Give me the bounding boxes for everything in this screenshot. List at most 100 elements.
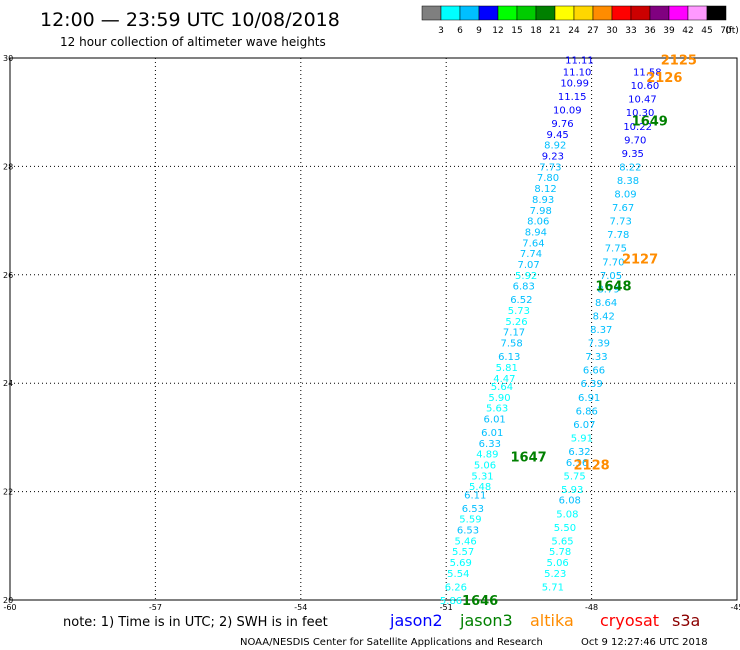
colorbar-label: 39 bbox=[663, 26, 675, 36]
wave-height-label: 6.52 bbox=[510, 295, 532, 306]
wave-height-label: 5.86 bbox=[440, 596, 462, 607]
wave-height-label: 7.74 bbox=[520, 249, 542, 260]
colorbar-label: 24 bbox=[568, 26, 580, 36]
wave-height-label: 9.76 bbox=[551, 119, 573, 130]
colorbar-label: 45 bbox=[701, 26, 712, 36]
chart-subtitle: 12 hour collection of altimeter wave hei… bbox=[60, 35, 326, 49]
wave-height-label: 7.78 bbox=[607, 230, 629, 241]
wave-height-label: 7.73 bbox=[610, 217, 632, 228]
pass-number-label: 1647 bbox=[510, 450, 546, 465]
wave-height-label: 10.99 bbox=[560, 78, 589, 89]
wave-height-label: 7.39 bbox=[588, 339, 610, 350]
colorbar-swatch bbox=[649, 5, 670, 21]
wave-height-label: 9.70 bbox=[624, 135, 646, 146]
colorbar-label: 30 bbox=[606, 26, 618, 36]
colorbar-label: 21 bbox=[549, 26, 560, 36]
wave-height-label: 5.63 bbox=[486, 404, 508, 415]
pass-number-label: 1646 bbox=[462, 594, 498, 609]
x-tick-label: -45 bbox=[730, 603, 740, 612]
wave-height-label: 8.92 bbox=[544, 141, 566, 152]
wave-height-label: 5.65 bbox=[551, 536, 573, 547]
wave-height-label: 5.75 bbox=[564, 471, 586, 482]
footer-note: note: 1) Time is in UTC; 2) SWH is in fe… bbox=[63, 615, 328, 630]
wave-height-label: 5.78 bbox=[549, 547, 571, 558]
wave-height-label: 6.07 bbox=[573, 420, 595, 431]
colorbar-label: 9 bbox=[476, 26, 482, 36]
plot-frame bbox=[9, 57, 738, 601]
x-tick-label: -60 bbox=[3, 603, 16, 612]
wave-height-label: 7.05 bbox=[600, 271, 622, 282]
wave-height-label: 6.53 bbox=[462, 504, 484, 515]
wave-height-label: 5.08 bbox=[556, 509, 578, 520]
wave-height-label: 8.37 bbox=[590, 325, 612, 336]
colorbar-swatch bbox=[630, 5, 651, 21]
wave-height-label: 7.73 bbox=[539, 162, 561, 173]
colorbar-label: 70 bbox=[720, 26, 732, 36]
colorbar: 3 6 9 12 15 18 21 24 27 30 33 36 39 42 45 70(ft) bbox=[421, 5, 739, 36]
wave-height-label: 4.47 bbox=[493, 374, 515, 385]
wave-height-label: 7.64 bbox=[522, 238, 544, 249]
wave-height-label: 6.66 bbox=[583, 366, 605, 377]
wave-height-label: 5.81 bbox=[496, 363, 518, 374]
colorbar-label: 3 bbox=[438, 26, 444, 36]
wave-height-label: 5.06 bbox=[547, 558, 569, 569]
colorbar-swatch bbox=[497, 5, 518, 21]
wave-height-label: 8.12 bbox=[534, 184, 556, 195]
legend-jason3: jason3 bbox=[459, 611, 513, 630]
wave-height-label: 10.47 bbox=[628, 95, 657, 106]
wave-height-label: 5.57 bbox=[452, 547, 474, 558]
wave-height-label: 4.89 bbox=[476, 450, 498, 461]
wave-height-label: 5.71 bbox=[542, 582, 564, 593]
colorbar-label: 12 bbox=[492, 26, 503, 36]
wave-height-label: 10.30 bbox=[626, 108, 655, 119]
colorbar-swatch bbox=[668, 5, 689, 21]
colorbar-swatch bbox=[478, 5, 499, 21]
legend-altika: altika bbox=[530, 611, 574, 630]
chart-title: 12:00 — 23:59 UTC 10/08/2018 bbox=[40, 9, 340, 31]
wave-height-label: 5.64 bbox=[491, 382, 513, 393]
wave-height-label: 6.36 bbox=[566, 458, 588, 469]
footer-timestamp: Oct 9 12:27:46 UTC 2018 bbox=[581, 637, 708, 648]
wave-height-label: 6.26 bbox=[445, 582, 467, 593]
wave-height-label: 9.45 bbox=[547, 130, 569, 141]
wave-height-label: 6.01 bbox=[481, 428, 503, 439]
colorbar-label: 27 bbox=[587, 26, 598, 36]
x-tick-label: -54 bbox=[294, 603, 307, 612]
wave-height-label: 6.39 bbox=[580, 379, 602, 390]
wave-height-label: 7.75 bbox=[605, 244, 627, 255]
wave-height-label: 8.06 bbox=[527, 217, 549, 228]
legend-jason2: jason2 bbox=[389, 611, 443, 630]
wave-height-label: 7.67 bbox=[612, 203, 634, 214]
colorbar-swatch bbox=[611, 5, 632, 21]
y-tick-label: 26 bbox=[3, 271, 13, 280]
wave-height-label: 8.93 bbox=[532, 195, 554, 206]
wave-height-label: 5.59 bbox=[459, 515, 481, 526]
wave-height-label: 5.54 bbox=[447, 569, 469, 580]
wave-height-label: 6.08 bbox=[559, 496, 581, 507]
wave-height-label: 7.70 bbox=[602, 257, 624, 268]
pass-number-label: 2128 bbox=[574, 459, 610, 474]
colorbar-label: 15 bbox=[511, 26, 522, 36]
x-tick-label: -51 bbox=[440, 603, 453, 612]
wave-height-label: 9.35 bbox=[622, 149, 644, 160]
wave-height-label: 8.94 bbox=[525, 227, 547, 238]
wave-height-label: 5.50 bbox=[554, 523, 576, 534]
wave-height-label: 11.15 bbox=[558, 92, 587, 103]
pass-number-label: 2126 bbox=[646, 71, 682, 86]
wave-height-label: 6.13 bbox=[498, 352, 520, 363]
legend-s3a: s3a bbox=[672, 611, 700, 630]
wave-height-label: 6.33 bbox=[479, 439, 501, 450]
footer-credit: NOAA/NESDIS Center for Satellite Applica… bbox=[240, 637, 543, 648]
y-tick-label: 22 bbox=[3, 488, 13, 497]
colorbar-swatch bbox=[706, 5, 727, 21]
wave-height-label: 10.22 bbox=[623, 122, 652, 133]
pass-number-label: 1649 bbox=[632, 114, 668, 129]
wave-height-label: 11.10 bbox=[563, 68, 592, 79]
colorbar-label: 36 bbox=[644, 26, 656, 36]
x-tick-label: -57 bbox=[149, 603, 162, 612]
wave-height-label: 6.11 bbox=[464, 490, 486, 501]
colorbar-swatch bbox=[573, 5, 594, 21]
wave-height-label: 5.69 bbox=[450, 558, 472, 569]
colorbar-swatch bbox=[592, 5, 613, 21]
